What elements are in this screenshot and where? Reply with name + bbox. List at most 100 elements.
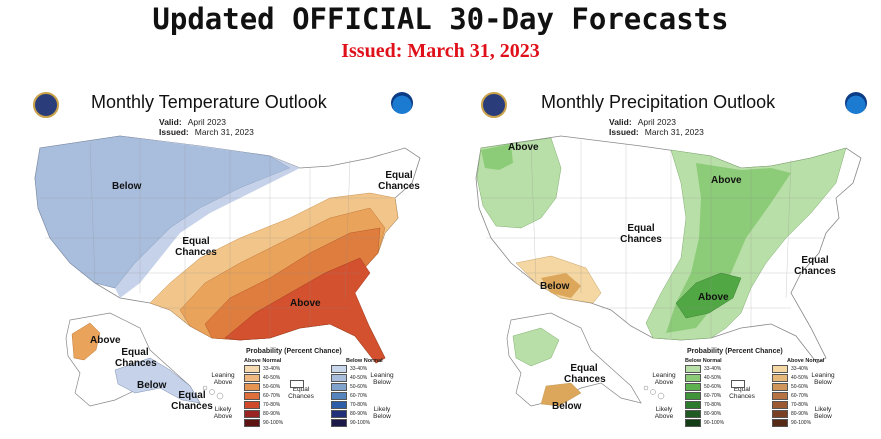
alaska-above-region xyxy=(512,327,560,367)
state-borders xyxy=(481,140,831,338)
temp-legend-left-swatch xyxy=(244,419,260,427)
precip-legend-left-row: 70-80% xyxy=(685,401,722,409)
temp-legend-left-swatch xyxy=(244,365,260,373)
temp-valid-row: Valid: April 2023 xyxy=(159,117,226,128)
temp-legend-left-row: 60-70% xyxy=(244,392,280,400)
precip-legend-left-row: 50-60% xyxy=(685,383,722,391)
precip-legend-left-swatch xyxy=(685,410,701,418)
precip-legend-right-head: Above Normal xyxy=(787,358,825,364)
temp-legend-right-range-label: 90-100% xyxy=(350,420,371,426)
precip-legend-right-range-label: 33-40% xyxy=(791,366,809,372)
precip-legend-right-row: 80-90% xyxy=(772,410,808,418)
precip-legend-right-swatch xyxy=(772,365,788,373)
precip-legend-left-row: 33-40% xyxy=(685,365,721,373)
doc-seal-icon xyxy=(481,92,507,118)
temp-label-ak-equal-2: Equal Chances xyxy=(171,390,213,412)
temperature-map xyxy=(34,135,421,407)
precip-legend-likely-left: Likely Above xyxy=(654,406,674,420)
temp-legend-title: Probability (Percent Chance) xyxy=(246,348,342,355)
precipitation-map xyxy=(475,135,862,407)
precip-legend-likely-right: Likely Below xyxy=(814,406,832,420)
precip-legend-equal: Equal Chances xyxy=(729,386,755,400)
temp-issued-value: March 31, 2023 xyxy=(194,127,254,137)
temp-legend-right-range-label: 50-60% xyxy=(350,384,368,390)
temp-legend-right-swatch xyxy=(331,410,347,418)
precip-label-ak-below: Below xyxy=(552,401,582,412)
temp-label-ak-below: Below xyxy=(137,380,167,391)
precip-label-ak-equal: Equal Chances xyxy=(564,363,606,385)
precip-legend-right-row: 70-80% xyxy=(772,401,809,409)
precip-legend-left-range-label: 90-100% xyxy=(704,420,725,426)
precip-legend-right-swatch xyxy=(772,419,788,427)
temp-legend: Probability (Percent Chance) Above Norma… xyxy=(206,348,438,438)
temp-legend-right-row: 80-90% xyxy=(331,410,367,418)
noaa-logo-icon xyxy=(845,92,867,114)
temp-legend-leaning-right: Leaning Below xyxy=(370,372,394,386)
temp-legend-right-row: 33-40% xyxy=(331,365,368,373)
temp-legend-right-swatch xyxy=(331,392,347,400)
temp-legend-right-row: 70-80% xyxy=(331,401,367,409)
precip-legend-right-range-label: 50-60% xyxy=(791,384,809,390)
precip-legend-right-range-label: 70-80% xyxy=(791,402,809,408)
temp-label-equal-ne: Equal Chances xyxy=(378,170,420,192)
temp-leaning-below-band xyxy=(115,136,300,298)
precip-legend-left-swatch xyxy=(685,392,701,400)
temp-legend-equal: Equal Chances xyxy=(288,386,314,400)
precip-legend-left-row: 40-50% xyxy=(685,374,722,382)
temp-legend-right-row: 40-50% xyxy=(331,374,368,382)
precip-issued-row: Issued: March 31, 2023 xyxy=(609,127,704,138)
precip-legend-left-range-label: 80-90% xyxy=(704,411,722,417)
precip-label-equal-east: Equal Chances xyxy=(794,255,836,277)
temp-legend-right-row: 60-70% xyxy=(331,392,367,400)
state-borders xyxy=(40,140,390,338)
precip-legend-right-row: 60-70% xyxy=(772,392,808,400)
temp-legend-left-range-label: 50-60% xyxy=(263,384,281,390)
temp-legend-right-swatch xyxy=(331,401,347,409)
temp-legend-right-swatch xyxy=(331,365,347,373)
precip-legend-left-swatch xyxy=(685,383,701,391)
precip-legend-left-head: Below Normal xyxy=(685,358,722,364)
precip-legend-left-range-label: 70-80% xyxy=(704,402,722,408)
temp-legend-left-swatch xyxy=(244,383,260,391)
temp-label-ak-above: Above xyxy=(90,335,121,346)
precip-label-above-se: Above xyxy=(698,292,729,303)
alaska-above-region xyxy=(71,322,101,361)
temperature-outlook-panel: Monthly Temperature Outlook Valid: April … xyxy=(0,88,440,439)
precipitation-outlook-panel: Monthly Precipitation Outlook Valid: Apri… xyxy=(441,88,881,439)
temp-legend-left-swatch xyxy=(244,401,260,409)
temp-legend-right-swatch xyxy=(331,383,347,391)
precip-legend-left-range-label: 60-70% xyxy=(704,393,722,399)
precip-legend-left-swatch xyxy=(685,374,701,382)
precip-legend-right-swatch xyxy=(772,410,788,418)
temp-legend-right-range-label: 33-40% xyxy=(350,366,368,372)
precip-legend-leaning-right: Leaning Below xyxy=(811,372,835,386)
precip-legend-right-row: 40-50% xyxy=(772,374,809,382)
precip-legend-left-range-label: 50-60% xyxy=(704,384,722,390)
precip-label-equal-central: Equal Chances xyxy=(620,223,662,245)
precip-legend-right-swatch xyxy=(772,392,788,400)
temp-legend-right-row: 90-100% xyxy=(331,419,371,427)
precip-valid-label: Valid: xyxy=(609,117,632,127)
temp-label-above: Above xyxy=(290,298,321,309)
precip-label-below-sw: Below xyxy=(540,281,570,292)
precip-valid-row: Valid: April 2023 xyxy=(609,117,676,128)
temp-legend-left-swatch xyxy=(244,410,260,418)
temp-label-below: Below xyxy=(112,181,142,192)
temp-legend-right-range-label: 40-50% xyxy=(350,375,368,381)
precip-legend-right-range-label: 90-100% xyxy=(791,420,812,426)
temp-legend-left-swatch xyxy=(244,374,260,382)
precip-legend-left-swatch xyxy=(685,419,701,427)
issued-date: Issued: March 31, 2023 xyxy=(341,40,540,62)
temp-legend-left-row: 80-90% xyxy=(244,410,281,418)
precip-legend-equal-swatch xyxy=(731,380,745,388)
precip-legend-right-range-label: 40-50% xyxy=(791,375,809,381)
precip-legend-left-row: 80-90% xyxy=(685,410,722,418)
precip-legend-left-range-label: 40-50% xyxy=(704,375,722,381)
temp-issued-row: Issued: March 31, 2023 xyxy=(159,127,254,138)
precip-legend-right-swatch xyxy=(772,374,788,382)
hawaii-islands xyxy=(202,385,224,400)
precip-below-sw-core xyxy=(541,273,581,298)
temp-valid-value: April 2023 xyxy=(187,117,226,127)
precip-outlook-title: Monthly Precipitation Outlook xyxy=(541,92,776,112)
temp-legend-left-range-label: 80-90% xyxy=(263,411,281,417)
